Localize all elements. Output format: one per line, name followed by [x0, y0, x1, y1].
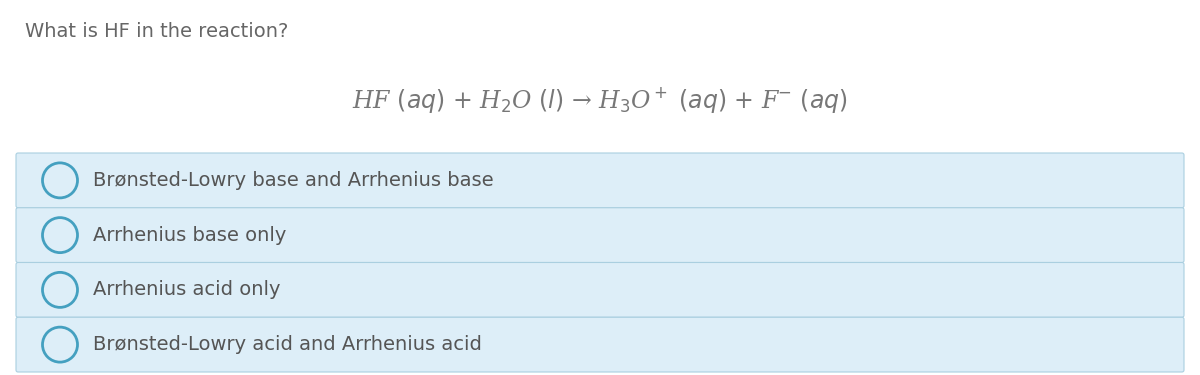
FancyBboxPatch shape	[16, 262, 1184, 317]
FancyBboxPatch shape	[16, 317, 1184, 372]
FancyBboxPatch shape	[16, 208, 1184, 262]
Text: What is HF in the reaction?: What is HF in the reaction?	[25, 22, 288, 41]
Text: Arrhenius acid only: Arrhenius acid only	[94, 280, 281, 299]
FancyBboxPatch shape	[16, 153, 1184, 208]
Text: HF $(aq)$ + H$_2$O $(l)$ → H$_3$O$^+$ $(aq)$ + F$^{−}$ $(aq)$: HF $(aq)$ + H$_2$O $(l)$ → H$_3$O$^+$ $(…	[352, 85, 848, 115]
Text: Brønsted-Lowry acid and Arrhenius acid: Brønsted-Lowry acid and Arrhenius acid	[94, 335, 482, 354]
Text: Arrhenius base only: Arrhenius base only	[94, 226, 287, 245]
Text: Brønsted-Lowry base and Arrhenius base: Brønsted-Lowry base and Arrhenius base	[94, 171, 493, 190]
